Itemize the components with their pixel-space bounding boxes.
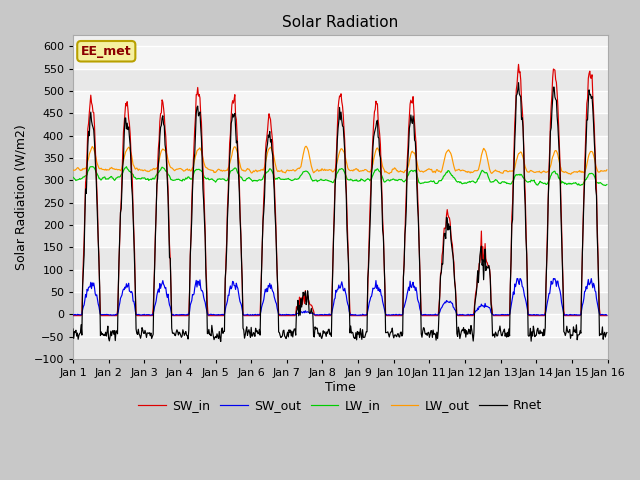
SW_in [69,313,77,319]
SW_in [216,313,224,319]
Bar [73,314,607,336]
SW_in [79,281,86,287]
Bar [73,336,607,359]
SW_out [421,312,429,317]
LW_out [566,171,574,177]
SW_out [513,276,521,281]
SW_out [355,312,362,318]
Rnet [515,80,522,85]
LW_in [88,164,96,169]
LW_out [406,158,413,164]
LW_in [602,183,609,189]
LW_in [189,175,196,180]
SW_out [406,288,413,293]
SW_in [134,313,141,319]
Bar [73,203,607,225]
LW_out [79,166,86,172]
SW_in [404,126,412,132]
Bar [73,292,607,314]
Line: Rnet: Rnet [73,83,607,341]
SW_out [188,298,196,303]
Bar [73,247,607,270]
LW_out [302,144,310,149]
Bar [73,180,607,203]
Rnet [134,332,141,337]
Y-axis label: Solar Radiation (W/m2): Solar Radiation (W/m2) [15,124,28,270]
Rnet [216,336,224,341]
Line: LW_out: LW_out [73,146,607,174]
Bar [73,158,607,180]
LW_in [406,169,413,175]
SW_in [420,313,428,319]
Bar [73,69,607,91]
Title: Solar Radiation: Solar Radiation [282,15,399,30]
SW_out [216,312,224,318]
Rnet [406,125,413,131]
LW_in [134,176,142,181]
Bar [73,136,607,158]
LW_out [188,167,196,172]
Line: SW_in: SW_in [73,64,607,316]
Rnet [69,326,77,332]
Rnet [188,216,196,222]
Text: EE_met: EE_met [81,45,132,58]
Bar [73,47,607,69]
Line: SW_out: SW_out [73,278,607,315]
SW_in [603,313,611,319]
LW_out [216,167,224,173]
SW_in [188,198,196,204]
LW_in [603,182,611,188]
X-axis label: Time: Time [325,381,356,394]
LW_out [603,167,611,173]
Rnet [603,330,611,336]
SW_out [79,307,86,312]
Bar [73,113,607,136]
SW_out [69,312,77,318]
LW_out [134,167,141,172]
Line: LW_in: LW_in [73,167,607,186]
LW_in [421,179,429,185]
SW_in [515,61,522,67]
SW_out [134,312,141,317]
SW_out [603,312,611,318]
Legend: SW_in, SW_out, LW_in, LW_out, Rnet: SW_in, SW_out, LW_in, LW_out, Rnet [133,395,547,418]
Rnet [421,330,429,336]
Bar [73,270,607,292]
LW_in [217,177,225,182]
Bar [73,91,607,113]
Bar [73,225,607,247]
Rnet [79,283,86,289]
LW_out [421,168,429,174]
LW_out [69,167,77,173]
Rnet [217,338,225,344]
LW_in [69,174,77,180]
LW_in [79,175,86,180]
